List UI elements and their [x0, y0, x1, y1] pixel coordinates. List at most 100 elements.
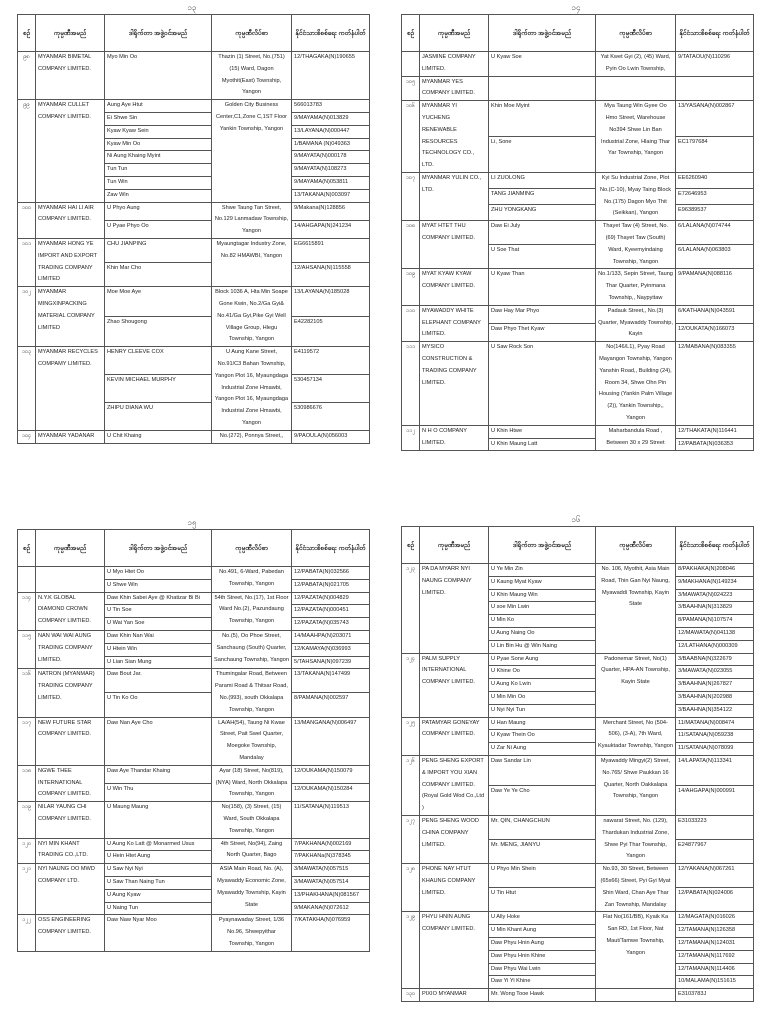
- director-name: Moe Moe Aye: [104, 286, 212, 318]
- director-name: Myo Min Oo: [104, 50, 212, 101]
- director-name: LI ZUOLONG: [488, 171, 596, 190]
- director-name: Daw Sandar Lin: [488, 754, 596, 786]
- nrc-number: 5/TAHSANA(N)097239: [291, 655, 370, 670]
- company-name: NILAR YAUNG CHI COMPANY LIMITED.: [35, 801, 105, 839]
- nrc-number: 3/MAWATA(N)024223: [675, 588, 754, 603]
- director-name: Daw Ye Ye Cho: [488, 784, 596, 816]
- nrc-number: 13/LAYANA(N)185028: [291, 286, 370, 318]
- nrc-number: 6/LALANA(N)063803: [675, 244, 754, 270]
- table-row: Li, Sone EC1797684: [402, 136, 754, 173]
- director-name: U Aung Kyaw: [104, 888, 212, 903]
- company-name: MYANMAR CULLET COMPANY LIMITED.: [35, 99, 105, 203]
- nrc-number: 3/BAAHNA(N)313829: [675, 601, 754, 616]
- nrc-number: E42282105: [291, 316, 370, 348]
- nrc-number: 11/MATANA(N)008474: [675, 716, 754, 731]
- director-name: U Aung Ko Lwin: [488, 678, 596, 692]
- table-row: ၁၂၂ OSS ENGINEERING COMPANY LIMITED. Daw N…: [17, 914, 370, 952]
- director-name: U Kyaw Thein Oo: [488, 729, 596, 744]
- director-name: Kyaw Kyaw Sein: [104, 124, 212, 139]
- company-table: စဉ် ကုမ္ပဏီအမည် ဒါရိုက်တာ အဖွဲ့ဝင်အမည် ကုမ္…: [17, 529, 370, 952]
- director-name: U Tin Htut: [488, 887, 596, 913]
- row-number: ၁၀၄: [17, 429, 36, 444]
- table-row: ZHIPU DIANA WU 530986676: [18, 401, 370, 431]
- nrc-number: 530457134: [291, 373, 370, 403]
- director-name: U Phyo Aung: [104, 201, 212, 221]
- director-name: U Khin Htwe: [488, 424, 596, 439]
- director-name: Kyaw Min Oo: [104, 137, 212, 152]
- director-name: Daw Phyo Thet Kyaw: [488, 322, 596, 343]
- table-row: Mr. MENG, JIANYU E24877967: [402, 839, 754, 865]
- director-name: Tun Tun: [104, 163, 212, 177]
- row-number: ၁၂၈: [401, 863, 420, 913]
- table-row: ၁၁၀ MYAWADDY WHITE ELEPHANT COMPANY LIMIT…: [401, 304, 754, 343]
- table-row: ၁၁၁ MYSICO CONSTRUCTION & TRADING COMPANY…: [401, 341, 754, 426]
- company-name: PALM SUPPLY INTERNATIONAL COMPANY LIMITE…: [419, 652, 489, 718]
- director-name: TANG JIANMING: [488, 188, 596, 206]
- company-name: NGWE THEE INTERNATIONAL COMPANY LIMITED.: [35, 764, 105, 803]
- director-name: U Naing Tun: [104, 901, 212, 916]
- director-name: U Saw Nyi Nyi: [104, 863, 212, 877]
- row-number: ၁၁၆: [17, 668, 36, 718]
- company-address: No.(272), Ponnya Street,,: [211, 429, 292, 444]
- nrc-number: 13/YASANA(N)002867: [675, 100, 754, 138]
- company-name: PHYU HNIN AUNG COMPANY LIMITED.: [419, 911, 489, 990]
- director-name: U Min Khant Aung: [488, 924, 596, 938]
- director-name: ZHU YONGKANG: [488, 204, 596, 222]
- table-row: ၁၂၃ PA DA MYARR NYI NAUNG COMPANY LIMITED…: [401, 563, 754, 654]
- nrc-number: 12/PABATA(N)036353: [675, 437, 754, 452]
- director-name: U Saw Than Naing Tun: [104, 875, 212, 890]
- nrc-number: 3/MAWATA(N)057515: [291, 863, 370, 877]
- nrc-number: 7/PAKHANa(N)378345: [291, 850, 370, 865]
- company-address: U Aung Kane Street, No.91/C3 Bahan Towns…: [211, 346, 292, 431]
- table-row: ၁၂၅ PATAMYAR GONEYAY COMPANY LIMITED. U Ha…: [401, 716, 754, 756]
- row-number: [401, 51, 420, 77]
- director-name: Zaw Win: [104, 188, 212, 203]
- table-row: ၁၁၅ NAN WAI WAI AUNG TRADING COMPANY LIMI…: [17, 629, 370, 670]
- company-address: Myawaddy Mingyi(2) Street, No.765/ Shwe …: [595, 754, 676, 816]
- row-number: ၁၂၅: [401, 716, 420, 756]
- table-row: Ei Shwe Sin 9/MAYAMA(N)013829: [18, 111, 370, 126]
- company-name: MYANMAR YULIN CO., LTD.: [419, 171, 489, 222]
- company-name: MYANMAR YI YUCHENG RENEWABLE RESOURCES T…: [419, 100, 489, 173]
- company-address: Kyi Su Industrial Zone, Plot No.(C-10), …: [595, 171, 676, 222]
- director-name: U Han Maung: [488, 716, 596, 731]
- director-name: Daw Aye Thandar Khaing: [104, 764, 212, 784]
- page-number: ၁၃: [187, 3, 197, 12]
- table-row: Zaw Win 13/TAKANA(N)003097: [18, 188, 370, 203]
- row-number: ၁၂၁: [17, 863, 36, 916]
- company-address: No(158), (3) Street, (15) Ward, South Ok…: [211, 801, 292, 839]
- director-name: U Lian Sian Mung: [104, 655, 212, 670]
- document-page: ၁၃ စဉ် ကုမ္ပဏီအမည် ဒါရိုက်တာ အဖွဲ့ဝင်အမည် ကု…: [0, 0, 384, 512]
- nrc-number: 14/MAAHPA(N)203071: [291, 629, 370, 644]
- nrc-number: 12/PAZATA(N)004829: [291, 591, 370, 606]
- director-name: U Saw Rock Son: [488, 341, 596, 426]
- row-number: ၁၃၀: [401, 988, 420, 1002]
- director-name: Mr. MENG, JIANYU: [488, 839, 596, 865]
- company-name: MYANMAR YADANAR: [35, 429, 105, 444]
- table-row: Daw Phyu Hnin Aung 12/TAMANA(N)124031: [402, 936, 754, 951]
- row-number: ၁၂၀: [17, 837, 36, 865]
- director-name: U Pyae Sone Aung: [488, 652, 596, 667]
- nrc-number: 14/AHGAPA(N)241234: [291, 219, 370, 239]
- company-address: No.491, 6-Ward, Pabedan Township, Yangon: [211, 566, 292, 593]
- table-row: U Min Ko 8/PAMANA(N)107574: [402, 614, 754, 628]
- director-name: Zhao Shougong: [104, 316, 212, 348]
- nrc-number: 3/BAAHNA(N)267827: [675, 678, 754, 692]
- company-address: Thayet Taw (4) Street, No.(69) Thayet Ta…: [595, 220, 676, 270]
- nrc-number: 12/OUKAMA(N)150284: [291, 782, 370, 803]
- row-number: ၁၁၇: [17, 716, 36, 766]
- table-row: U Hein Htet Aung 7/PAKHANa(N)378345: [18, 850, 370, 865]
- table-header-row: စဉ် ကုမ္ပဏီအမည် ဒါရိုက်တာ အဖွဲ့ဝင်အမည် ကုမ္…: [401, 14, 754, 52]
- company-address: 54th Street, No.(17), 1st Floor Ward No.…: [211, 591, 292, 631]
- table-row: ၁၁၄ N.Y.K GLOBAL DIAMOND CROWN COMPANY LI…: [17, 591, 370, 631]
- director-name: U Lin Bin Hu @ Win Naing: [488, 639, 596, 654]
- table-row: ၉၉ MYANMAR CULLET COMPANY LIMITED. Aung Ay…: [17, 99, 370, 203]
- director-name: U Nyi Nyi Tun: [488, 703, 596, 718]
- table-row: Daw Ye Ye Cho 14/AHGAPA(N)000991: [402, 784, 754, 816]
- column-header: ဒါရိုက်တာ အဖွဲ့ဝင်အမည်: [488, 526, 596, 564]
- nrc-number: 9/MAYAMA(N)053811: [291, 175, 370, 190]
- director-name: U Khine Oo: [488, 665, 596, 680]
- nrc-number: 530986676: [291, 401, 370, 431]
- director-name: Daw Bout Jar.: [104, 668, 212, 694]
- nrc-number: 12/MAWATA(N)041138: [675, 626, 754, 641]
